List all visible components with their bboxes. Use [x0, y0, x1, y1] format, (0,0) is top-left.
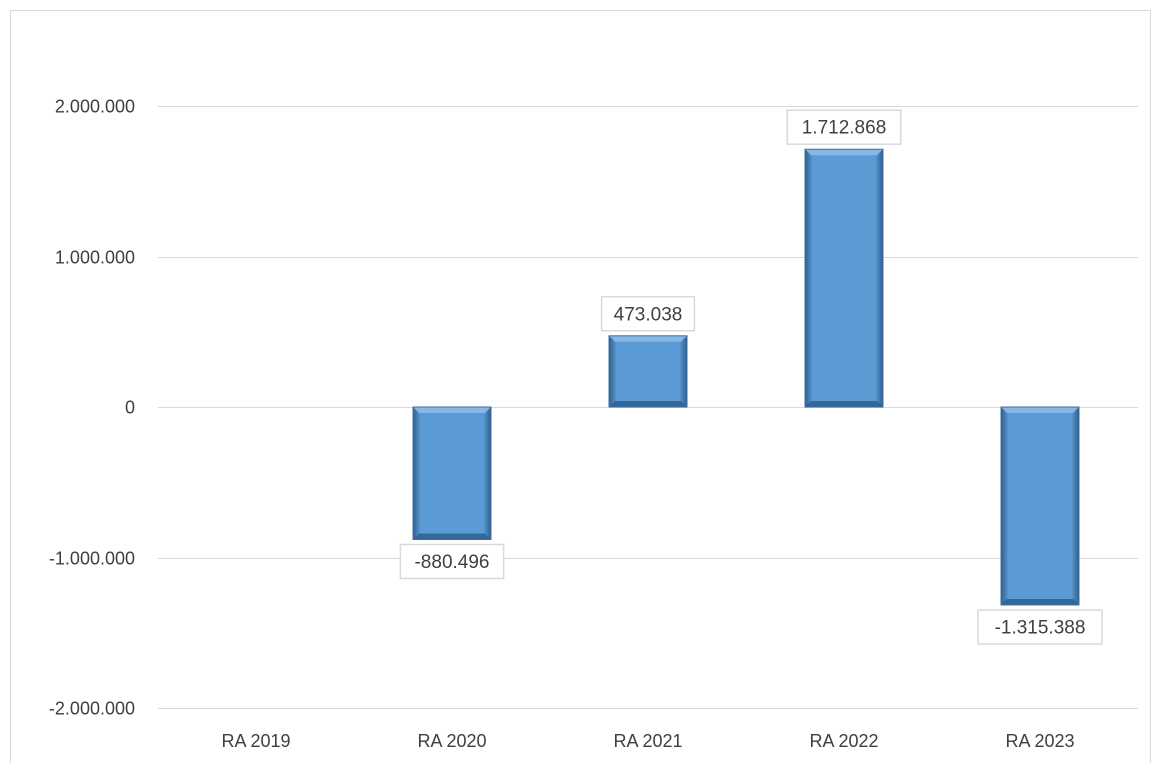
- bar: [1000, 406, 1080, 606]
- x-tick-label: RA 2022: [809, 731, 878, 751]
- data-label: -1.315.388: [977, 609, 1103, 645]
- y-axis-ticks: 2.000.000 1.000.000 0 -1.000.000 -2.000.000: [49, 97, 135, 719]
- gridlines: [158, 106, 1138, 709]
- chart-frame: [10, 10, 1151, 768]
- bar: [804, 148, 884, 408]
- data-label: -880.496: [399, 543, 505, 580]
- y-tick-label: 2.000.000: [55, 97, 135, 117]
- x-axis-ticks: RA 2019 RA 2020 RA 2021 RA 2022 RA 2023: [221, 731, 1074, 751]
- svg-text:-880.496: -880.496: [414, 552, 489, 573]
- y-tick-label: -1.000.000: [49, 549, 135, 569]
- bar: [412, 406, 492, 541]
- bar: [608, 335, 688, 408]
- x-tick-label: RA 2023: [1005, 731, 1074, 751]
- svg-text:1.712.868: 1.712.868: [802, 118, 887, 139]
- bars: [412, 148, 1080, 606]
- svg-text:-1.315.388: -1.315.388: [995, 617, 1086, 638]
- y-tick-label: 1.000.000: [55, 248, 135, 268]
- svg-text:473.038: 473.038: [614, 304, 683, 325]
- x-tick-label: RA 2020: [417, 731, 486, 751]
- y-tick-label: -2.000.000: [49, 699, 135, 719]
- y-tick-label: 0: [125, 398, 135, 418]
- data-label: 1.712.868: [786, 109, 902, 145]
- data-label: 473.038: [600, 296, 696, 332]
- x-tick-label: RA 2021: [613, 731, 682, 751]
- data-labels: -880.496 473.038 1.712.868 -1.315.388: [399, 109, 1103, 645]
- x-tick-label: RA 2019: [221, 731, 290, 751]
